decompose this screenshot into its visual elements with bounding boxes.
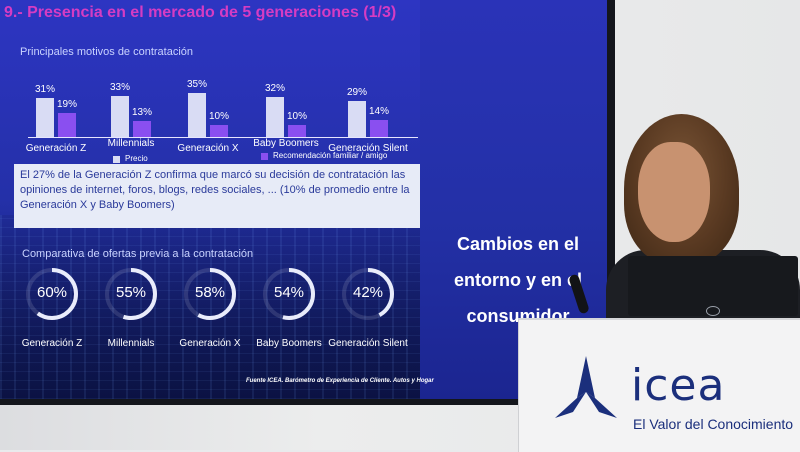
donut-chart: 60% xyxy=(24,266,80,322)
bar-recomendacion xyxy=(133,120,151,137)
section-title-comparativa: Comparativa de ofertas previa a la contr… xyxy=(22,248,254,260)
donut-chart: 58% xyxy=(182,266,238,322)
donut-label: Millennials xyxy=(107,338,155,349)
donut-percent: 54% xyxy=(273,284,305,301)
bar-value-precio: 32% xyxy=(264,83,285,94)
bar-category-label: Generación Z xyxy=(25,143,87,154)
bar-value-recomendacion: 10% xyxy=(208,110,229,122)
legend-label-recomendacion: Recomendación familiar / amigo xyxy=(273,151,388,160)
donut-percent: 42% xyxy=(352,284,384,301)
donut-arc xyxy=(263,268,315,320)
highlight-note: El 27% de la Generación Z confirma que m… xyxy=(14,164,420,228)
icea-logo-icon xyxy=(555,356,617,418)
slide: 9.- Presencia en el mercado de 5 generac… xyxy=(0,0,607,399)
bar-precio xyxy=(111,95,129,137)
presentation-screen: 9.- Presencia en el mercado de 5 generac… xyxy=(0,0,615,405)
legend-label-precio: Precio xyxy=(125,154,148,163)
presenter-face xyxy=(638,142,710,242)
bar-recomendacion xyxy=(58,113,76,137)
brand-name: icea xyxy=(631,360,726,411)
chart-baseline xyxy=(28,137,418,138)
bar-precio xyxy=(348,100,366,137)
brand-tagline: El Valor del Conocimiento xyxy=(633,416,794,432)
bar-value-precio: 31% xyxy=(34,84,55,96)
bar-recomendacion xyxy=(210,124,228,137)
donut-label: Generación Z xyxy=(21,338,83,349)
legend-swatch-recomendacion xyxy=(261,153,268,160)
legend-swatch-precio xyxy=(113,156,120,163)
laptop-logo-icon xyxy=(706,306,720,316)
laptop xyxy=(628,256,798,316)
bar-value-precio: 33% xyxy=(109,81,130,93)
bar-category-label: Baby Boomers xyxy=(253,138,319,149)
donut-label: Generación Silent xyxy=(328,338,408,349)
source-note: Fuente ICEA. Barómetro de Experiencia de… xyxy=(246,378,434,384)
donut-arc xyxy=(26,268,78,320)
bar-category-label: Generación X xyxy=(177,143,239,154)
donut-arc xyxy=(342,268,394,320)
donut-percent: 60% xyxy=(36,284,68,301)
bar-value-recomendacion: 10% xyxy=(286,110,307,122)
bar-precio xyxy=(188,93,206,137)
donut-chart: 55% xyxy=(103,266,159,322)
donut-arc xyxy=(105,268,157,320)
side-message-line-2: entorno y en el xyxy=(453,270,583,290)
bar-category-label: Millennials xyxy=(107,138,155,149)
bar-recomendacion xyxy=(288,124,306,137)
bar-value-recomendacion: 14% xyxy=(368,105,389,117)
donut-arc xyxy=(184,268,236,320)
donut-chart: 42% xyxy=(340,266,396,322)
podium: icea El Valor del Conocimiento xyxy=(518,318,800,452)
bar-precio xyxy=(266,97,284,137)
bar-chart: 31% 19% Generación Z 33% 13% Millennials 35% 10… xyxy=(18,79,418,170)
bar-value-precio: 35% xyxy=(186,79,207,91)
bar-precio xyxy=(36,98,54,137)
donut-percent: 58% xyxy=(194,284,226,301)
bar-value-precio: 29% xyxy=(346,86,367,98)
donut-percent: 55% xyxy=(115,284,147,301)
side-message-line-1: Cambios en el xyxy=(456,234,580,254)
section-title-motivos: Principales motivos de contratación xyxy=(20,46,194,58)
donut-label: Baby Boomers xyxy=(256,338,322,349)
slide-title: 9.- Presencia en el mercado de 5 generac… xyxy=(4,4,397,21)
donut-label: Generación X xyxy=(179,338,241,349)
donut-chart: 54% xyxy=(261,266,317,322)
bar-category-label: Generación Silent xyxy=(328,143,408,154)
bar-value-recomendacion: 13% xyxy=(131,106,152,118)
bar-recomendacion xyxy=(370,119,388,137)
bar-value-recomendacion: 19% xyxy=(56,99,77,111)
